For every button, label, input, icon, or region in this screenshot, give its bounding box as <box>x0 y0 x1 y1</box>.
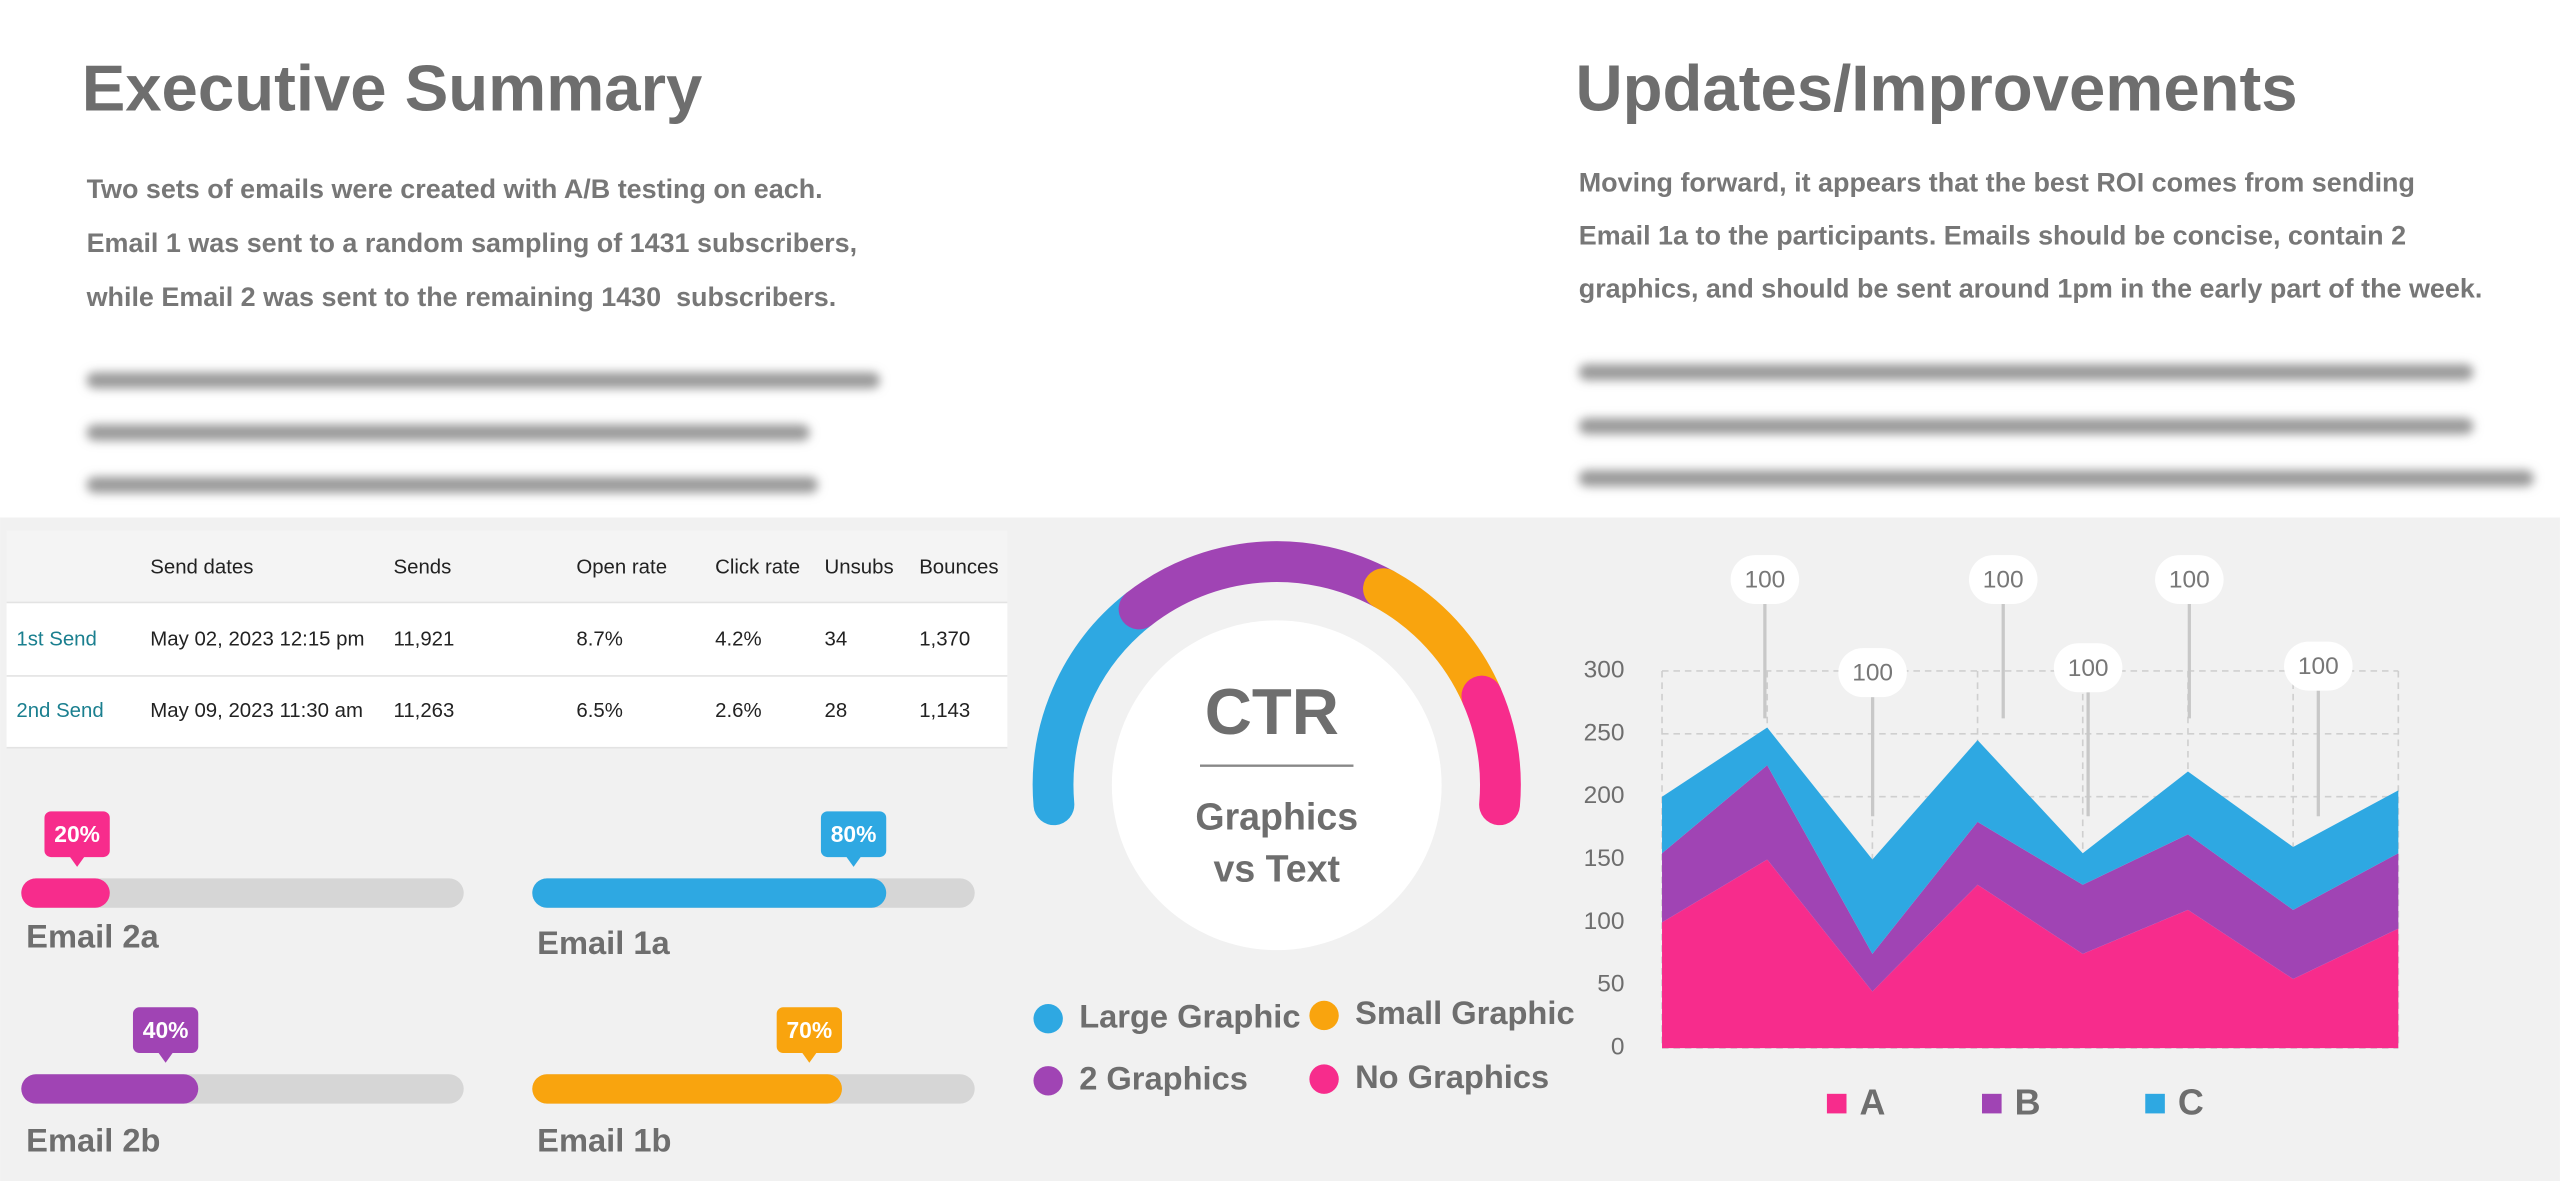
progress-label: Email 1a <box>537 924 670 961</box>
area <box>1662 859 2399 1049</box>
table-header: Sends <box>394 557 452 579</box>
table-cell: 34 <box>825 628 848 650</box>
gauge-segment <box>1118 541 1404 630</box>
table-cell: 4.2% <box>715 628 761 650</box>
value-bubble <box>776 1007 842 1054</box>
legend-dot <box>1309 1064 1339 1094</box>
table-cell: 6.5% <box>576 700 622 722</box>
y-tick-label: 250 <box>1584 719 1625 746</box>
section-title: Updates/Improvements <box>1575 51 2297 124</box>
value-label: 70% <box>786 1017 832 1043</box>
paragraph-line: Two sets of emails were created with A/B… <box>87 174 823 204</box>
annotation-bubble <box>1838 648 1907 698</box>
progress-fill <box>21 1074 199 1104</box>
progress-track <box>21 878 464 908</box>
value-label: 80% <box>831 821 877 847</box>
section-title: Executive Summary <box>82 51 703 124</box>
legend-label: Large Graphic <box>1079 997 1300 1034</box>
annotation: 100 <box>2298 653 2339 680</box>
paragraph-line: Email 1 was sent to a random sampling of… <box>87 228 858 258</box>
value-bubble <box>44 811 110 858</box>
table-rules <box>6 601 1008 749</box>
legend-swatch <box>2145 1093 2165 1114</box>
legend-dot <box>1033 1004 1063 1034</box>
legend-dot <box>1309 1000 1339 1031</box>
y-tick-label: 200 <box>1584 782 1625 809</box>
legend-label: A <box>1860 1082 1886 1123</box>
area <box>1662 727 2399 954</box>
table-header: Bounces <box>919 557 998 579</box>
legend-label: C <box>2178 1082 2204 1123</box>
progress-label: Email 2b <box>26 1121 160 1158</box>
blurred-text <box>86 364 2534 494</box>
annotation-bubble <box>1730 555 1800 605</box>
table-header: Unsubs <box>825 557 894 579</box>
gauge-center <box>1111 620 1442 951</box>
area <box>1662 765 2399 992</box>
y-tick-label: 150 <box>1584 845 1625 872</box>
paragraph-line: Email 1a to the participants. Emails sho… <box>1579 221 2406 251</box>
value-bubble <box>132 1007 199 1054</box>
table-cell: 11,921 <box>394 628 455 650</box>
bubble-pointer <box>801 1051 818 1063</box>
table-cell: 2nd Send <box>16 700 103 722</box>
table-cell: 2.6% <box>715 700 761 722</box>
bubble-pointer <box>157 1051 174 1063</box>
annotation-bubble <box>2155 555 2224 605</box>
value-label: 40% <box>143 1017 189 1043</box>
legend-label: Small Graphic <box>1355 994 1575 1031</box>
legend-label: B <box>2015 1082 2041 1123</box>
annotation: 100 <box>1983 567 2024 594</box>
legend-swatch <box>1826 1093 1847 1114</box>
gauge-title: CTR <box>1205 675 1339 748</box>
legend-label: 2 Graphics <box>1079 1059 1248 1096</box>
legend-label: No Graphics <box>1355 1058 1549 1095</box>
paragraph-line: while Email 2 was sent to the remaining … <box>86 282 837 312</box>
gauge-subtitle: vs Text <box>1213 848 1340 890</box>
annotation: 100 <box>1744 567 1785 594</box>
value-bubble <box>820 811 887 858</box>
gauge-subtitle: Graphics <box>1195 795 1358 837</box>
progress-fill <box>21 878 110 908</box>
annotation-bubble <box>2284 641 2353 691</box>
table-cell: 1st Send <box>16 628 97 650</box>
table-cell: May 09, 2023 11:30 am <box>150 700 363 722</box>
annotation-bubble <box>1968 555 2038 605</box>
annotation: 100 <box>2068 655 2109 682</box>
legend-dot <box>1033 1066 1063 1096</box>
progress-label: Email 1b <box>537 1121 671 1158</box>
table-cell: 11,263 <box>394 700 455 722</box>
table-header: Open rate <box>576 557 667 579</box>
gauge-segment <box>1461 675 1521 826</box>
annotation: 100 <box>2169 567 2210 594</box>
paragraph-line: graphics, and should be sent around 1pm … <box>1579 274 2483 304</box>
y-tick-label: 0 <box>1611 1034 1625 1061</box>
table-cell: 1,143 <box>919 700 970 722</box>
progress-fill <box>532 1074 842 1104</box>
value-label: 20% <box>54 821 100 847</box>
bubble-pointer <box>68 855 86 867</box>
table-cell: 28 <box>825 700 848 722</box>
legend-swatch <box>1982 1093 2002 1114</box>
progress-fill <box>532 878 887 908</box>
table-header: Send dates <box>150 557 253 579</box>
table-cell: May 02, 2023 12:15 pm <box>150 628 364 650</box>
table-header: Click rate <box>715 557 800 579</box>
y-tick-label: 300 <box>1584 656 1625 683</box>
table-cell: 1,370 <box>919 628 970 650</box>
table-header-bg <box>6 530 1008 603</box>
table-cell: 8.7% <box>576 628 622 650</box>
paragraph-line: Moving forward, it appears that the best… <box>1579 168 2415 198</box>
y-tick-label: 50 <box>1597 971 1624 998</box>
annotation: 100 <box>1852 660 1893 687</box>
y-tick-label: 100 <box>1584 908 1625 935</box>
progress-label: Email 2a <box>26 917 159 954</box>
bubble-pointer <box>845 855 862 867</box>
annotation-bubble <box>2053 643 2123 693</box>
gauge-segment <box>1032 588 1160 826</box>
